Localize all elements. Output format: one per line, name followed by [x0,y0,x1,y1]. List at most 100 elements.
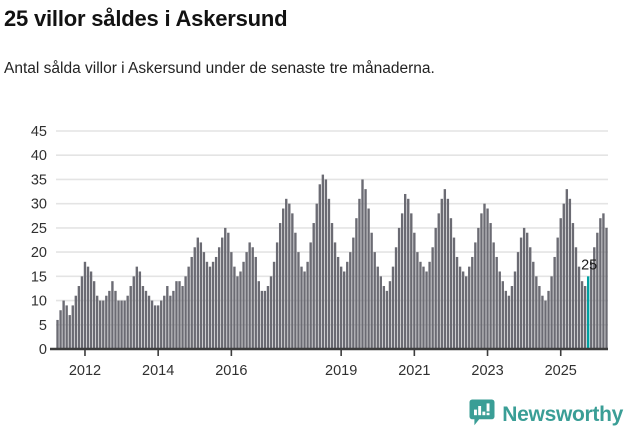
bar [147,295,151,349]
y-tick-label: 10 [31,294,47,310]
bar [465,276,468,349]
bar [394,247,398,349]
bar [547,290,550,349]
bar [416,252,419,349]
bar [166,286,169,349]
y-tick-label: 25 [31,221,47,237]
bar [602,213,605,349]
bar [248,242,251,349]
bar [141,286,145,349]
bar [495,256,498,349]
chart-bars [56,174,608,349]
bar [422,266,425,349]
brand-footer: Newsworthy [469,399,623,431]
bar [291,213,294,349]
bar [336,256,340,349]
bar [163,295,166,349]
bar [510,286,514,349]
bar [385,290,389,349]
bar [501,281,504,349]
y-tick-label: 5 [39,318,47,334]
bar [507,295,511,349]
bar [358,198,361,349]
bar [529,247,532,349]
bar-value-label: 25 [581,257,597,273]
bar [324,179,328,349]
bar [59,310,62,349]
bar [574,247,578,349]
y-axis-tick-labels: 0 5 10 15 20 25 30 35 40 45 [31,124,47,358]
bar [577,266,581,349]
bar [181,286,184,349]
bar [382,286,386,349]
bar [233,266,236,349]
bar [535,276,538,349]
bar [68,315,71,349]
bar [397,227,401,349]
bar [150,300,154,349]
bar [285,198,288,349]
bar [391,266,395,349]
bar [172,290,175,349]
bar [83,261,87,349]
x-tick-label: 2021 [398,363,430,379]
bar [471,256,474,349]
bar [364,189,367,349]
bar [312,223,315,349]
bar [190,256,193,349]
bar [339,266,343,349]
bar [56,319,59,349]
bar [217,247,221,349]
y-tick-label: 45 [31,124,47,140]
bar [559,218,562,349]
newsworthy-bar-chart-bubble-icon [469,399,495,431]
bar [92,281,96,349]
bar [263,290,267,349]
bar [492,242,495,349]
bar [227,232,230,349]
bar [144,290,148,349]
bar [129,286,132,349]
bar [583,286,587,349]
bar [556,237,559,349]
bar [343,271,346,349]
bar [300,266,303,349]
bar [202,252,206,349]
bar [132,276,135,349]
x-tick-label: 2019 [325,363,357,379]
bar [160,300,163,349]
bar [449,218,453,349]
bar [251,247,254,349]
page-title: 25 villor såldes i Askersund [4,6,288,31]
bar [461,271,465,349]
bar [306,261,309,349]
bar [568,198,572,349]
bar [315,203,318,349]
bar [297,252,300,349]
bar [108,290,111,349]
bar [330,223,334,349]
bar [199,242,203,349]
bar [458,266,462,349]
bar [123,300,126,349]
bar [86,266,90,349]
bar [169,295,172,349]
bar [452,237,456,349]
bar [254,256,257,349]
bar [126,295,129,349]
bar [355,218,358,349]
bar [318,184,321,349]
bar [413,232,416,349]
bar [111,281,114,349]
bar [477,227,480,349]
x-tick-label: 2014 [142,363,174,379]
bar [156,305,160,349]
bar [519,237,523,349]
bar [562,203,565,349]
bar [294,232,297,349]
bar [407,198,410,349]
bar [77,286,81,349]
bar [187,266,190,349]
